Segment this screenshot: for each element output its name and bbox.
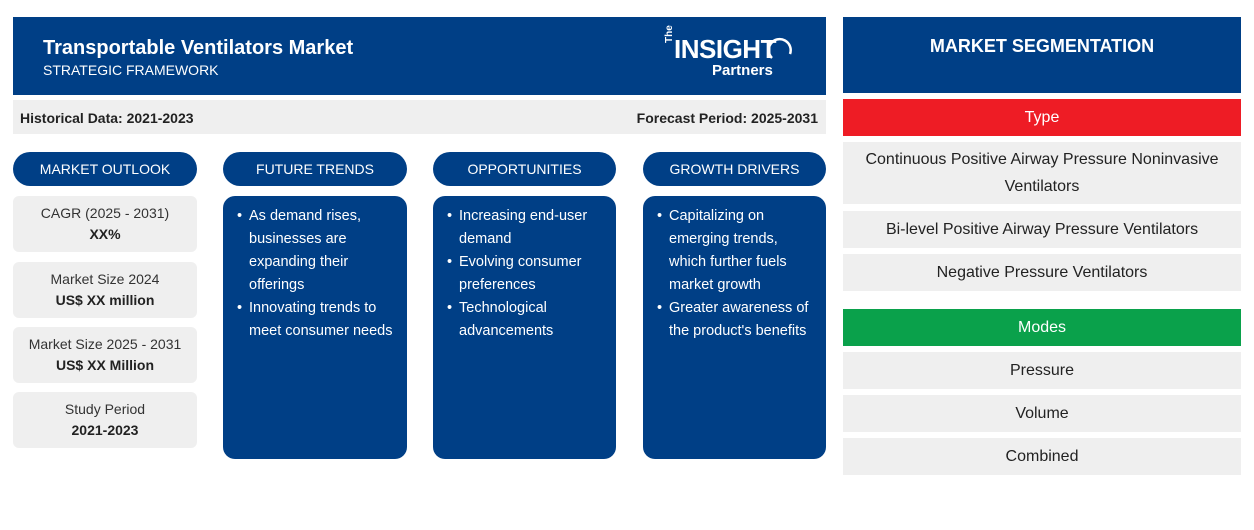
market-size-forecast-label: Market Size 2025 - 2031 (28, 336, 182, 352)
study-period-label: Study Period (64, 401, 146, 417)
period-info-bar: Historical Data: 2021-2023 Forecast Peri… (13, 100, 826, 134)
cagr-box: CAGR (2025 - 2031) XX% (13, 196, 197, 252)
market-size-2024-value: US$ XX million (55, 292, 155, 308)
opportunities-panel: Increasing end-user demand Evolving cons… (433, 196, 616, 459)
historical-data-label: Historical Data: 2021-2023 (20, 110, 194, 126)
market-size-forecast-box: Market Size 2025 - 2031 US$ XX Million (13, 327, 197, 383)
future-trends-panel: As demand rises, businesses are expandin… (223, 196, 407, 459)
market-size-2024-box: Market Size 2024 US$ XX million (13, 262, 197, 318)
insight-partners-logo: The INSIGHT Partners (664, 25, 804, 83)
segment-type-header: Type (843, 99, 1241, 136)
opportunity-item: Technological advancements (447, 297, 608, 343)
driver-item: Greater awareness of the product's benef… (657, 297, 818, 343)
study-period-value: 2021-2023 (71, 422, 139, 438)
segment-type-item: Continuous Positive Airway Pressure Noni… (843, 142, 1241, 204)
trend-item: Innovating trends to meet consumer needs (237, 297, 399, 343)
logo-insight-text: INSIGHT (674, 34, 776, 64)
trend-item: As demand rises, businesses are expandin… (237, 205, 399, 297)
driver-item: Capitalizing on emerging trends, which f… (657, 205, 818, 297)
logo-arc-icon (767, 37, 792, 59)
page-title: Transportable Ventilators Market (43, 37, 354, 59)
segment-modes-item: Volume (843, 395, 1241, 432)
header-banner: Transportable Ventilators Market STRATEG… (13, 17, 826, 95)
growth-drivers-panel: Capitalizing on emerging trends, which f… (643, 196, 826, 459)
cagr-label: CAGR (2025 - 2031) (40, 205, 170, 221)
opportunities-header: OPPORTUNITIES (433, 152, 616, 186)
opportunity-item: Increasing end-user demand (447, 205, 608, 251)
segment-modes-item: Pressure (843, 352, 1241, 389)
logo-partners-text: Partners (712, 62, 773, 79)
segment-type-item: Negative Pressure Ventilators (843, 254, 1241, 291)
page-subtitle: STRATEGIC FRAMEWORK (43, 62, 219, 78)
cagr-value: XX% (89, 226, 121, 242)
market-segmentation-header: MARKET SEGMENTATION (843, 17, 1241, 93)
study-period-box: Study Period 2021-2023 (13, 392, 197, 448)
market-size-forecast-value: US$ XX Million (55, 357, 154, 373)
growth-drivers-header: GROWTH DRIVERS (643, 152, 826, 186)
segment-modes-item: Combined (843, 438, 1241, 475)
segment-modes-header: Modes (843, 309, 1241, 346)
market-outlook-header: MARKET OUTLOOK (13, 152, 197, 186)
opportunity-item: Evolving consumer preferences (447, 251, 608, 297)
future-trends-header: FUTURE TRENDS (223, 152, 407, 186)
segment-type-item: Bi-level Positive Airway Pressure Ventil… (843, 211, 1241, 248)
forecast-period-label: Forecast Period: 2025-2031 (636, 110, 818, 126)
market-size-2024-label: Market Size 2024 (50, 271, 160, 287)
